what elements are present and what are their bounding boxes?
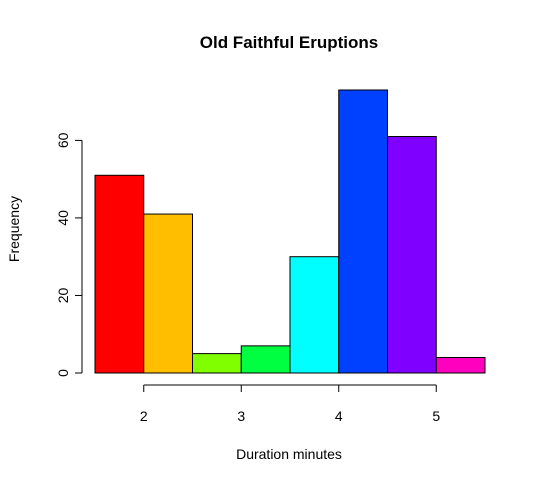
histogram-bar bbox=[289, 256, 340, 374]
x-tick-label: 5 bbox=[432, 408, 440, 424]
y-ticks: 0 20 40 60 bbox=[55, 132, 82, 377]
y-axis-label: Frequency bbox=[6, 196, 22, 262]
y-tick-label: 40 bbox=[55, 210, 71, 226]
histogram-bar bbox=[192, 353, 242, 374]
x-ticks: 2 3 4 5 bbox=[140, 385, 440, 424]
y-tick-label: 0 bbox=[55, 369, 71, 377]
x-tick-label: 2 bbox=[140, 408, 148, 424]
bars-group bbox=[94, 89, 486, 374]
x-axis: 2 3 4 5 bbox=[140, 384, 440, 424]
histogram-bar bbox=[338, 89, 388, 374]
x-tick-label: 3 bbox=[237, 408, 245, 424]
histogram-bar bbox=[240, 345, 291, 374]
y-axis: 0 20 40 60 bbox=[55, 132, 83, 377]
chart-title: Old Faithful Eruptions bbox=[200, 33, 378, 52]
x-tick-label: 4 bbox=[335, 408, 343, 424]
histogram-bar bbox=[94, 174, 145, 374]
x-axis-label: Duration minutes bbox=[236, 446, 342, 462]
y-tick-label: 60 bbox=[55, 132, 71, 148]
histogram-bar bbox=[387, 136, 437, 374]
y-tick-label: 20 bbox=[55, 287, 71, 303]
histogram-bar bbox=[143, 213, 193, 374]
histogram-bar bbox=[435, 356, 486, 374]
